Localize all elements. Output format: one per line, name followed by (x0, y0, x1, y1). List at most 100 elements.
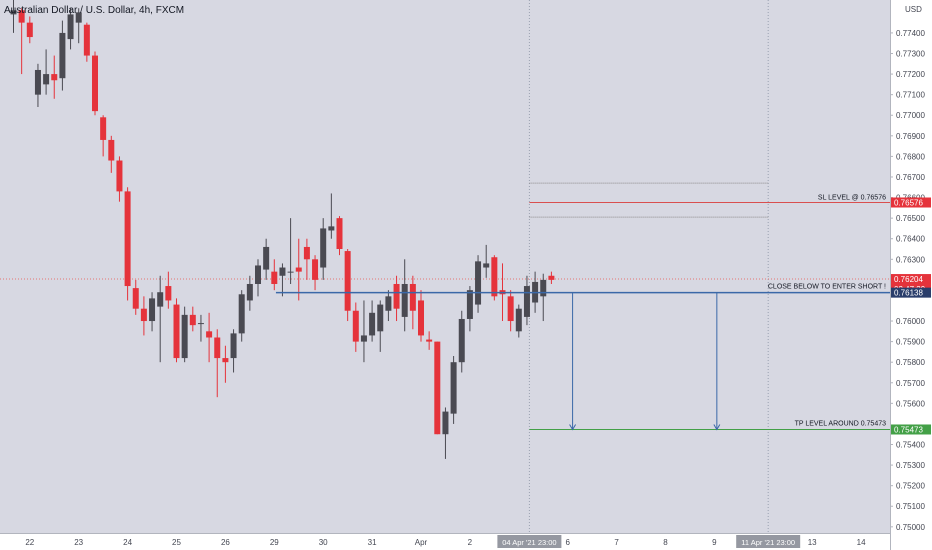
candle-body[interactable] (279, 267, 286, 276)
time-tick-label: 6 (565, 538, 570, 547)
candle-body[interactable] (140, 308, 147, 322)
candle-body[interactable] (458, 318, 465, 363)
candle-body[interactable] (75, 12, 82, 23)
time-tick-label: 23 (74, 538, 83, 547)
candle-body[interactable] (360, 335, 367, 342)
candle-body[interactable] (157, 292, 164, 307)
candle-body[interactable] (108, 139, 115, 161)
entry-label: CLOSE BELOW TO ENTER SHORT ! (768, 284, 886, 291)
price-tick-label: 0.75600 (896, 399, 925, 408)
candle-body[interactable] (418, 300, 424, 336)
target-arrow-head (569, 424, 577, 431)
candle-body[interactable] (450, 362, 457, 414)
end-time-badge (736, 535, 801, 548)
candle-body[interactable] (173, 304, 180, 359)
price-tick-label: 0.77000 (896, 111, 925, 120)
time-tick-label: 8 (663, 538, 668, 547)
candle-body[interactable] (523, 286, 530, 317)
candle-body[interactable] (401, 283, 408, 317)
candle-body[interactable] (83, 24, 90, 56)
candle-body[interactable] (26, 22, 33, 38)
candle-body[interactable] (295, 267, 302, 272)
price-tick-label: 0.75000 (896, 523, 925, 532)
candle-body[interactable] (434, 341, 441, 435)
candle-body[interactable] (548, 275, 555, 280)
candle-body[interactable] (393, 283, 400, 309)
time-axis-background (0, 533, 890, 550)
candle-body[interactable] (466, 290, 473, 319)
candle-body[interactable] (230, 333, 237, 359)
price-tick-label: 0.76000 (896, 317, 925, 326)
candle-body[interactable] (214, 337, 221, 359)
candle-body[interactable] (491, 257, 498, 297)
candle-body[interactable] (92, 55, 98, 112)
candle-body[interactable] (426, 339, 433, 342)
entry-price-badge (891, 287, 931, 298)
candle-body[interactable] (189, 314, 196, 326)
time-tick-label: 24 (123, 538, 132, 547)
candle-body[interactable] (222, 358, 229, 363)
price-tick-label: 0.77300 (896, 50, 925, 59)
candle-body[interactable] (246, 283, 253, 301)
price-tick-label: 0.75300 (896, 461, 925, 470)
candle-body[interactable] (320, 228, 327, 268)
candle-body[interactable] (165, 286, 172, 301)
candle-body[interactable] (475, 261, 482, 305)
time-tick-label: 13 (808, 538, 817, 547)
candle-body[interactable] (442, 411, 449, 435)
candle-body[interactable] (352, 310, 359, 342)
price-tick-label: 0.77400 (896, 29, 925, 38)
candle-body[interactable] (409, 283, 416, 311)
candle-body[interactable] (181, 314, 188, 359)
candle-body[interactable] (116, 160, 123, 192)
candle-body[interactable] (271, 271, 278, 284)
candle-body[interactable] (287, 271, 294, 273)
time-tick-label: 22 (25, 538, 34, 547)
currency-label: USD (905, 5, 922, 14)
candle-body[interactable] (312, 259, 319, 280)
sl-label: SL LEVEL @ 0.76576 (818, 194, 886, 201)
price-tick-label: 0.77100 (896, 91, 925, 100)
candle-body[interactable] (377, 304, 384, 332)
candle-body[interactable] (328, 226, 335, 231)
sl-price-badge-text: 0.76576 (894, 198, 923, 207)
candle-body[interactable] (124, 191, 131, 287)
candle-body[interactable] (100, 117, 107, 140)
candle-body[interactable] (303, 246, 310, 260)
candle-body[interactable] (51, 74, 58, 81)
time-tick-label: 2 (468, 538, 473, 547)
tp-price-badge-text: 0.75473 (894, 425, 923, 434)
price-tick-label: 0.76400 (896, 235, 925, 244)
candle-body[interactable] (59, 32, 66, 79)
candle-body[interactable] (149, 298, 156, 322)
candle-body[interactable] (238, 294, 245, 334)
candle-body[interactable] (34, 69, 41, 95)
candle-body[interactable] (507, 296, 514, 322)
tp-price-badge (891, 424, 931, 435)
candle-body[interactable] (67, 14, 74, 40)
candle-body[interactable] (132, 288, 139, 309)
candle-body[interactable] (255, 265, 261, 284)
price-tick-label: 0.76300 (896, 255, 925, 264)
candle-body[interactable] (10, 10, 17, 15)
time-tick-label: 25 (172, 538, 181, 547)
candle-body[interactable] (18, 10, 25, 23)
sl-price-badge (891, 197, 931, 208)
price-tick-label: 0.75100 (896, 502, 925, 511)
price-tick-label: 0.76500 (896, 214, 925, 223)
candle-body[interactable] (197, 323, 204, 325)
candle-body[interactable] (344, 251, 351, 311)
candle-body[interactable] (515, 308, 522, 332)
candle-body[interactable] (336, 218, 343, 250)
end-time-badge-text: 11 Apr '21 23:00 (741, 538, 795, 547)
candle-body[interactable] (263, 246, 270, 270)
candle-body[interactable] (540, 279, 547, 297)
candle-body[interactable] (206, 331, 213, 338)
candle-body[interactable] (385, 296, 392, 311)
candle-body[interactable] (369, 312, 376, 336)
candle-body[interactable] (43, 74, 50, 85)
candle-body[interactable] (483, 263, 490, 268)
price-tick-label: 0.75700 (896, 379, 925, 388)
